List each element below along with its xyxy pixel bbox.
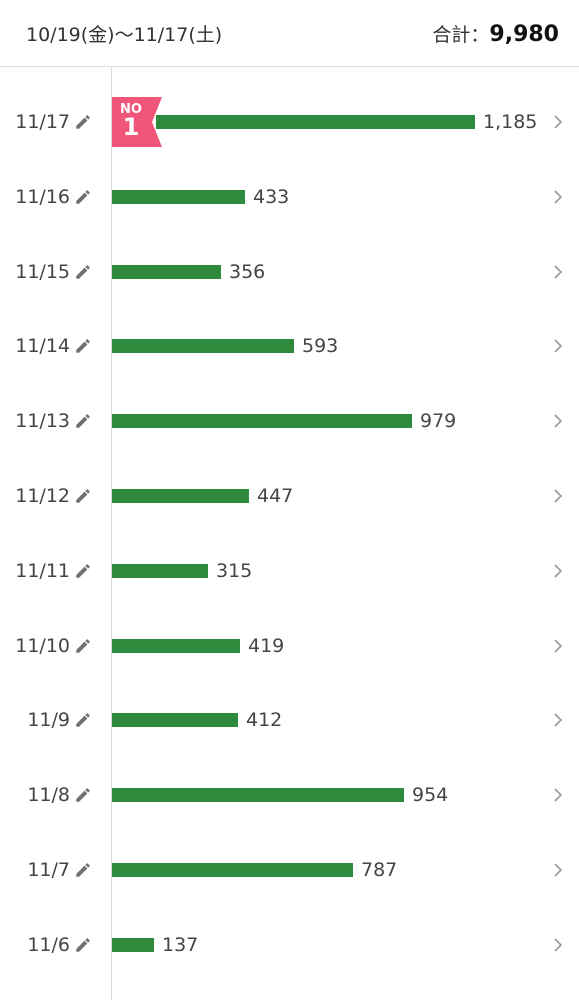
total: 合計：9,980 [432, 20, 559, 47]
pencil-icon[interactable] [74, 188, 92, 206]
date-text: 11/11 [15, 559, 70, 582]
total-label: 合計： [432, 24, 490, 46]
date-text: 11/8 [27, 784, 70, 807]
bar-value-label: 412 [246, 709, 283, 732]
pencil-icon[interactable] [74, 487, 92, 505]
chevron-right-icon[interactable] [552, 862, 564, 878]
chevron-right-icon[interactable] [552, 189, 564, 205]
chart-row[interactable]: 11/7 787 [0, 840, 579, 900]
date-label: 11/7 [27, 840, 92, 900]
date-text: 11/13 [15, 410, 70, 433]
date-range[interactable]: 10/19(金)〜11/17(土) [26, 24, 223, 46]
date-label: 11/17 [15, 92, 92, 152]
date-label: 11/9 [27, 690, 92, 750]
pencil-icon[interactable] [74, 562, 92, 580]
chart-bar [112, 489, 249, 503]
date-text: 11/12 [15, 485, 70, 507]
pencil-icon[interactable] [74, 861, 92, 879]
chart-row[interactable]: 11/6 137 [0, 915, 579, 975]
date-text: 11/17 [15, 111, 70, 133]
chevron-right-icon[interactable] [552, 638, 564, 654]
chart-bar [112, 189, 245, 204]
chevron-right-icon[interactable] [552, 488, 564, 504]
bar-value-label: 419 [248, 634, 285, 657]
chart-row[interactable]: 11/12 447 [0, 466, 579, 526]
chart-row[interactable]: 11/14 593 [0, 316, 579, 376]
pencil-icon[interactable] [74, 637, 92, 655]
chart-row[interactable]: 11/13 979 [0, 391, 579, 451]
bar-value-label: 433 [253, 185, 290, 208]
chevron-right-icon[interactable] [552, 937, 564, 953]
pencil-icon[interactable] [74, 337, 92, 355]
date-label: 11/13 [15, 391, 92, 451]
pencil-icon[interactable] [74, 786, 92, 804]
date-text: 11/15 [15, 260, 70, 283]
date-text: 11/14 [15, 335, 70, 358]
chart-row[interactable]: 11/15 356 [0, 242, 579, 302]
pencil-icon[interactable] [74, 412, 92, 430]
chart-bar [112, 563, 208, 578]
chart-row[interactable]: 11/11 315 [0, 541, 579, 601]
header: 10/19(金)〜11/17(土) 合計：9,980 [0, 0, 579, 67]
chart-row[interactable]: 11/9 412 [0, 690, 579, 750]
bar-value-label: 593 [302, 335, 339, 358]
pencil-icon[interactable] [74, 936, 92, 954]
bar-value-label: 954 [412, 784, 449, 807]
date-text: 11/6 [27, 933, 70, 956]
bar-value-label: 137 [162, 933, 199, 956]
date-text: 11/9 [27, 709, 70, 732]
bar-value-label: 356 [229, 260, 266, 283]
chart-bar [156, 115, 475, 129]
date-label: 11/15 [15, 242, 92, 302]
chart-row[interactable]: 11/17 NO 1 1,185 [0, 92, 579, 152]
chevron-right-icon[interactable] [552, 413, 564, 429]
date-label: 11/10 [15, 616, 92, 676]
rank-badge-prefix: NO [120, 102, 142, 117]
chevron-right-icon[interactable] [552, 787, 564, 803]
chart-bar [112, 638, 240, 653]
date-text: 11/16 [15, 185, 70, 208]
chart-bar [112, 339, 294, 354]
chart-bar [112, 414, 412, 429]
date-label: 11/16 [15, 167, 92, 227]
chart-bar [112, 863, 353, 877]
chart-bar [112, 713, 238, 728]
rank-badge-number: 1 [122, 113, 140, 141]
chart-bar [112, 937, 154, 952]
total-value: 9,980 [489, 22, 559, 47]
chart-row[interactable]: 11/8 954 [0, 765, 579, 825]
chart-row[interactable]: 11/10 419 [0, 616, 579, 676]
chevron-right-icon[interactable] [552, 338, 564, 354]
rank-flag-icon [112, 97, 162, 147]
date-text: 11/7 [27, 859, 70, 881]
chart-bar [112, 788, 404, 803]
pencil-icon[interactable] [74, 113, 92, 131]
bar-value-label: 1,185 [483, 111, 538, 133]
chart-row[interactable]: 11/16 433 [0, 167, 579, 227]
date-label: 11/14 [15, 316, 92, 376]
chevron-right-icon[interactable] [552, 563, 564, 579]
chart-bar [112, 264, 221, 279]
chevron-right-icon[interactable] [552, 114, 564, 130]
date-label: 11/8 [27, 765, 92, 825]
chevron-right-icon[interactable] [552, 712, 564, 728]
date-label: 11/12 [15, 466, 92, 526]
bar-value-label: 315 [216, 559, 253, 582]
pencil-icon[interactable] [74, 711, 92, 729]
bar-value-label: 787 [361, 859, 398, 881]
chevron-right-icon[interactable] [552, 264, 564, 280]
chart-axis [111, 67, 112, 1000]
bar-value-label: 447 [257, 485, 294, 507]
date-text: 11/10 [15, 634, 70, 657]
date-label: 11/11 [15, 541, 92, 601]
pencil-icon[interactable] [74, 263, 92, 281]
rank-badge: NO 1 [112, 97, 162, 147]
bar-value-label: 979 [420, 410, 457, 433]
date-label: 11/6 [27, 915, 92, 975]
